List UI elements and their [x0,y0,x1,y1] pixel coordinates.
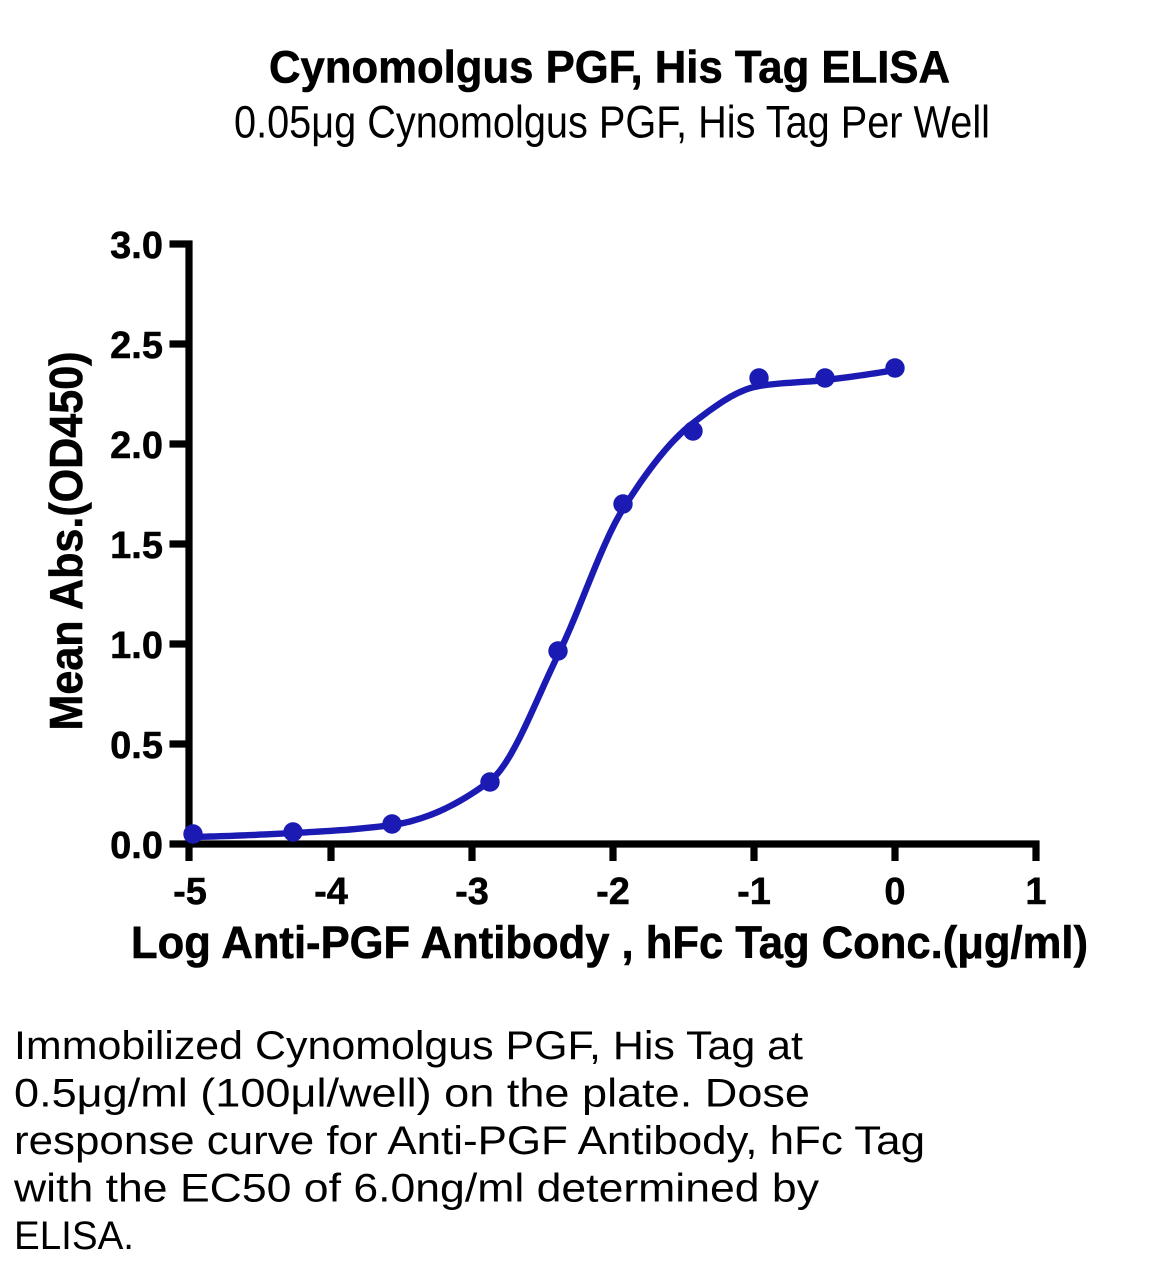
svg-text:0.5: 0.5 [110,725,163,767]
svg-text:2.0: 2.0 [110,425,163,467]
svg-text:-3: -3 [455,871,489,913]
svg-text:Mean Abs.(OD450): Mean Abs.(OD450) [40,352,92,731]
svg-text:-5: -5 [173,871,207,913]
svg-text:2.5: 2.5 [110,325,163,367]
svg-text:1.0: 1.0 [110,625,163,667]
svg-text:1: 1 [1025,871,1046,913]
svg-text:-1: -1 [737,871,771,913]
svg-text:-4: -4 [314,871,348,913]
svg-text:0.5μg/ml (100μl/well) on the p: 0.5μg/ml (100μl/well) on the plate. Dose [14,1072,810,1116]
svg-text:ELISA.: ELISA. [14,1214,134,1258]
svg-text:-2: -2 [596,871,630,913]
svg-text:Cynomolgus PGF, His Tag ELISA: Cynomolgus PGF, His Tag ELISA [269,42,950,93]
svg-text:0: 0 [884,871,905,913]
svg-text:Log Anti-PGF Antibody , hFc Ta: Log Anti-PGF Antibody , hFc Tag Conc.(μg… [131,917,1088,968]
svg-text:with the EC50 of 6.0ng/ml dete: with the EC50 of 6.0ng/ml determined by [13,1167,819,1211]
svg-text:1.5: 1.5 [110,525,163,567]
svg-text:3.0: 3.0 [110,225,163,267]
svg-text:response curve for Anti-PGF An: response curve for Anti-PGF Antibody, hF… [14,1119,925,1163]
svg-text:Immobilized Cynomolgus PGF, Hi: Immobilized Cynomolgus PGF, His Tag at [14,1024,803,1068]
svg-text:0.0: 0.0 [110,825,163,867]
svg-text:0.05μg Cynomolgus PGF, His Tag: 0.05μg Cynomolgus PGF, His Tag Per Well [234,97,990,148]
